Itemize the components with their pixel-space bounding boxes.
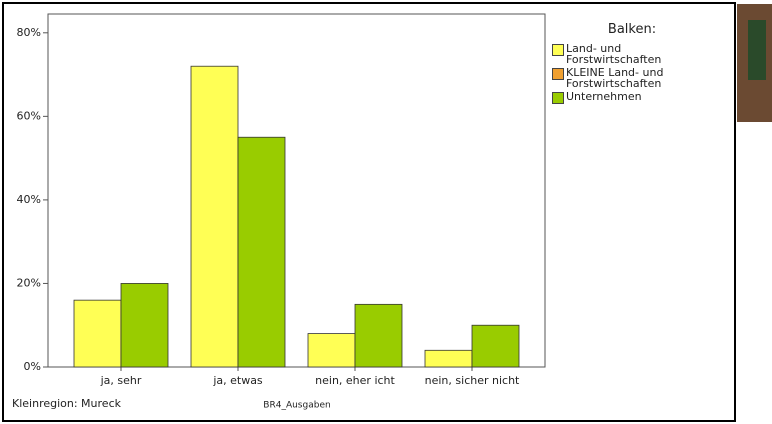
y-tick-label: 40% — [17, 193, 41, 206]
bar — [120, 283, 169, 368]
x-tick-label: ja, etwas — [212, 374, 263, 387]
bar — [190, 65, 239, 368]
x-axis-label: BR4_Ausgaben — [263, 401, 330, 411]
x-tick-label: nein, sicher nicht — [425, 374, 520, 387]
legend-label: KLEINE Land- und Forstwirtschaften — [566, 66, 664, 90]
y-tick-label: 0% — [24, 360, 41, 373]
legend-item: Land- und Forstwirtschaften — [552, 43, 682, 65]
y-tick-label: 60% — [17, 109, 41, 122]
legend-label: Unternehmen — [566, 90, 642, 103]
legend-title: Balken: — [607, 22, 657, 37]
legend-swatch — [552, 68, 564, 80]
x-tick-label: nein, eher icht — [315, 374, 395, 387]
bar — [471, 324, 520, 368]
y-tick-label: 20% — [17, 276, 41, 289]
legend-item: Unternehmen — [552, 91, 682, 104]
legend-swatch — [552, 92, 564, 104]
legend: Balken: Land- und Forstwirtschaften KLEIN… — [552, 22, 682, 106]
x-tick-label: ja, sehr — [100, 374, 142, 387]
bar — [237, 136, 286, 368]
bar — [307, 333, 356, 368]
bar — [424, 349, 473, 368]
footnote: Kleinregion: Mureck — [12, 397, 122, 410]
y-tick-label: 80% — [17, 26, 41, 39]
photo-detail — [748, 20, 766, 80]
bar — [73, 299, 122, 368]
legend-label: Land- und Forstwirtschaften — [566, 42, 662, 66]
legend-item: KLEINE Land- und Forstwirtschaften — [552, 67, 682, 89]
bar — [354, 303, 403, 368]
legend-swatch — [552, 44, 564, 56]
